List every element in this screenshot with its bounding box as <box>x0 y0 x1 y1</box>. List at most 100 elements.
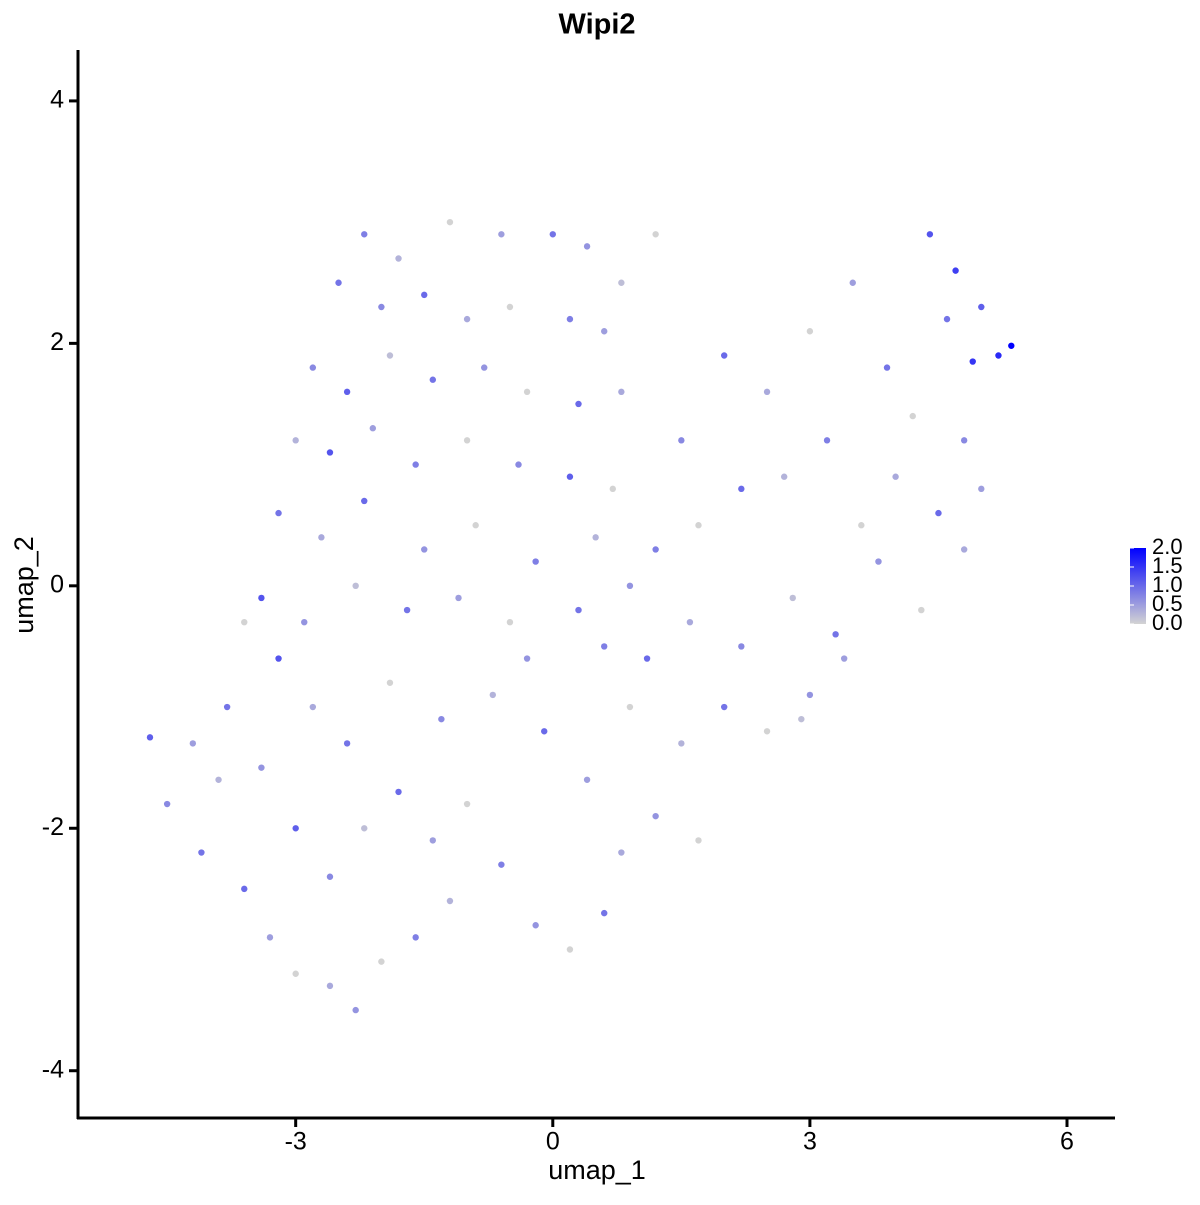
point <box>403 606 411 614</box>
x-tick-label: 6 <box>1060 1128 1074 1156</box>
point <box>806 328 814 335</box>
point <box>258 764 265 771</box>
y-tick-label: 0 <box>50 570 64 598</box>
point <box>601 328 608 335</box>
point <box>738 485 745 493</box>
point <box>720 703 728 711</box>
point <box>858 522 865 529</box>
point <box>275 509 282 517</box>
point <box>618 279 625 286</box>
point <box>695 522 702 529</box>
point <box>720 352 728 359</box>
point <box>412 461 419 468</box>
point <box>395 788 402 796</box>
point <box>926 231 934 238</box>
point <box>446 897 454 905</box>
point <box>523 655 531 662</box>
point <box>652 231 659 238</box>
point <box>575 400 582 408</box>
point <box>378 958 385 965</box>
point <box>995 352 1002 359</box>
point <box>463 437 471 444</box>
y-axis-label: umap_2 <box>9 536 39 634</box>
point <box>352 582 359 590</box>
point <box>198 849 205 856</box>
point <box>918 606 925 614</box>
chart-title: Wipi2 <box>558 9 635 41</box>
colorbar-tick-label: 2.0 <box>1152 534 1183 559</box>
point <box>361 497 368 505</box>
point <box>343 388 351 396</box>
colorbar-tick-label: 1.0 <box>1152 572 1183 597</box>
point <box>446 218 454 226</box>
point <box>532 922 539 929</box>
point <box>978 303 985 311</box>
point <box>241 885 248 893</box>
point <box>652 812 659 820</box>
point <box>969 358 976 365</box>
point <box>875 558 882 565</box>
point <box>686 618 694 626</box>
x-tick-label: 0 <box>546 1128 560 1156</box>
point <box>463 315 471 323</box>
point <box>952 267 959 274</box>
point <box>292 825 299 832</box>
point <box>780 473 788 480</box>
point <box>241 618 248 626</box>
point <box>352 1006 359 1014</box>
point <box>583 776 591 783</box>
point <box>472 522 479 529</box>
point <box>789 594 796 602</box>
point <box>361 825 368 832</box>
point <box>763 388 771 396</box>
point <box>361 231 368 238</box>
point <box>455 594 462 602</box>
point <box>292 437 299 444</box>
point <box>935 509 942 517</box>
point <box>566 946 574 953</box>
point <box>395 255 402 262</box>
point <box>763 728 771 735</box>
point <box>326 873 334 880</box>
x-tick-label: -3 <box>285 1128 307 1156</box>
colorbar-tick-label: 0.5 <box>1152 591 1183 616</box>
point <box>292 970 299 977</box>
point <box>301 618 308 626</box>
point <box>549 231 556 238</box>
x-tick-label: 3 <box>803 1128 817 1156</box>
point <box>258 594 265 602</box>
point <box>806 691 814 699</box>
point <box>1008 342 1015 349</box>
point <box>429 376 437 383</box>
point <box>609 485 616 493</box>
point <box>189 740 197 747</box>
point <box>583 243 591 250</box>
point <box>601 909 608 917</box>
point <box>652 546 659 553</box>
point <box>369 425 377 432</box>
point <box>960 437 968 444</box>
point <box>506 618 514 626</box>
point <box>566 473 574 480</box>
point <box>386 679 394 686</box>
point <box>215 776 222 783</box>
point <box>309 364 317 371</box>
point <box>832 631 839 638</box>
point <box>592 534 599 541</box>
point <box>498 861 505 868</box>
point <box>960 546 968 553</box>
point <box>335 279 342 286</box>
colorbar-tick-label: 0.0 <box>1152 610 1183 635</box>
point <box>523 388 531 396</box>
point <box>892 473 899 480</box>
y-tick-label: 4 <box>50 86 64 114</box>
point <box>343 740 351 747</box>
point <box>506 303 514 311</box>
point <box>429 837 437 844</box>
point <box>412 934 419 941</box>
point <box>421 546 428 553</box>
point <box>678 740 685 747</box>
point <box>566 315 574 323</box>
point <box>909 412 916 420</box>
